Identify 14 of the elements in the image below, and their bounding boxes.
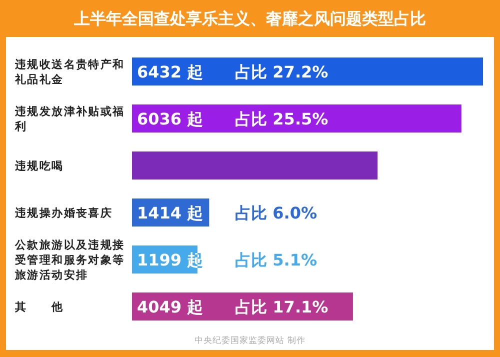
y-tick-label: 公款旅游以及违规接受管理和服务对象等旅游活动安排 [14, 238, 125, 282]
data-label: 1414 起 占比 6.0% [137, 204, 318, 222]
bar [132, 152, 378, 180]
data-label: 6036 起 占比 25.5% [137, 110, 328, 128]
y-tick-label: 违规吃喝 [14, 160, 64, 172]
data-label: 6432 起 占比 27.2% [137, 62, 328, 82]
bar [132, 58, 483, 86]
y-tick-label: 违规发放津补贴或福利 [14, 105, 125, 133]
data-label: 4049 起 占比 17.1% [137, 298, 328, 316]
y-tick-label: 违规收送名贵特产和礼品礼金 [14, 58, 125, 86]
y-tick-label: 其 他 [14, 300, 64, 314]
y-tick-label: 违规操办婚丧喜庆 [14, 206, 113, 220]
text: 中央纪委国家监委网站 制作 [194, 335, 306, 346]
chart-title: 上半年全国查处享乐主义、奢靡之风问题类型占比 [73, 9, 426, 28]
